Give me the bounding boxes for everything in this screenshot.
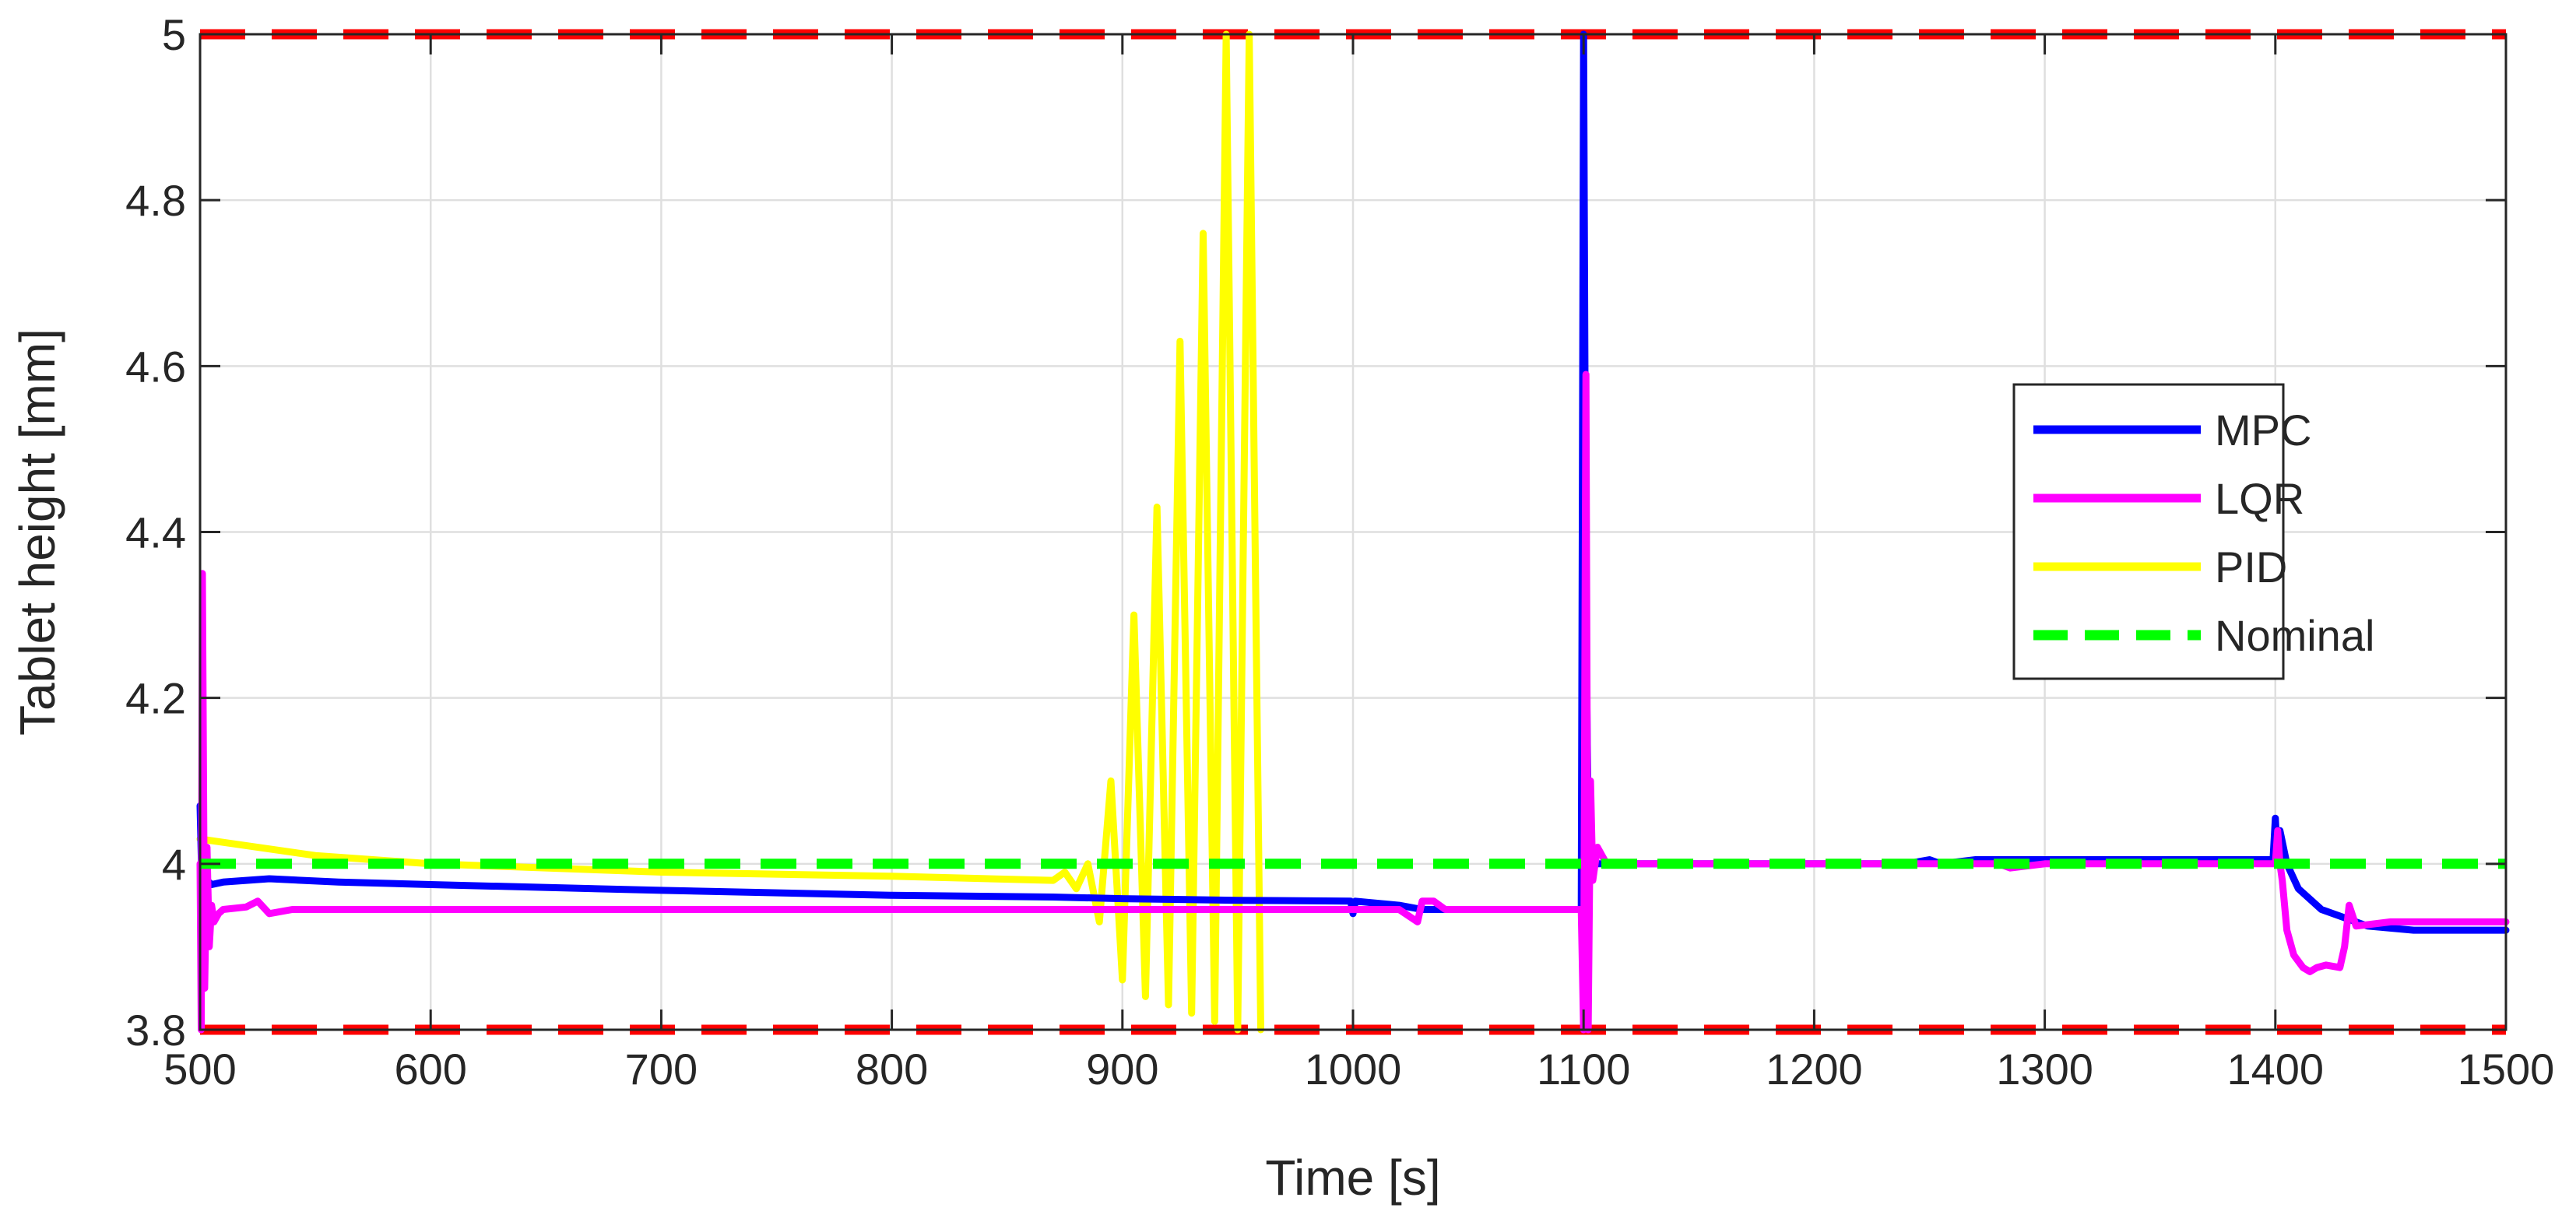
legend-label-mpc: MPC <box>2215 406 2311 455</box>
x-tick-label-6: 1100 <box>1537 1045 1630 1094</box>
legend: MPC LQR PID Nominal <box>2012 383 2374 680</box>
y-tick-label-5: 4.8 <box>125 176 186 225</box>
axis-ticks <box>199 33 2507 1031</box>
y-axis-label: Tablet height [mm] <box>9 328 65 736</box>
x-tick-label-0: 500 <box>163 1045 236 1094</box>
x-tick-label-1: 600 <box>394 1045 466 1094</box>
y-tick-label-4: 4.6 <box>125 342 186 391</box>
y-tick-label-2: 4.2 <box>125 674 186 723</box>
legend-label-nominal: Nominal <box>2215 611 2374 660</box>
y-tick-label-1: 4 <box>162 840 186 889</box>
legend-label-lqr: LQR <box>2215 474 2304 523</box>
legend-label-pid: PID <box>2215 543 2287 592</box>
y-tick-label-3: 4.4 <box>125 508 186 557</box>
x-tick-label-2: 700 <box>625 1045 698 1094</box>
x-tick-label-3: 800 <box>856 1045 928 1094</box>
tick-labels: 500 600 700 800 900 1000 1100 1200 1300 1400 1500 3… <box>125 10 2554 1094</box>
series-group <box>196 30 2510 1034</box>
x-tick-label-8: 1300 <box>1996 1045 2093 1094</box>
x-axis-label: Time [s] <box>1265 1150 1440 1206</box>
y-tick-label-0: 3.8 <box>125 1006 186 1055</box>
x-tick-label-10: 1500 <box>2458 1045 2555 1094</box>
x-tick-label-9: 1400 <box>2227 1045 2325 1094</box>
x-tick-label-5: 1000 <box>1305 1045 1402 1094</box>
x-tick-label-7: 1200 <box>1766 1045 1863 1094</box>
x-tick-label-4: 900 <box>1086 1045 1158 1094</box>
series-line-lqr <box>196 370 2510 1034</box>
series-line-pid <box>196 30 1264 1034</box>
y-tick-label-6: 5 <box>162 10 186 59</box>
